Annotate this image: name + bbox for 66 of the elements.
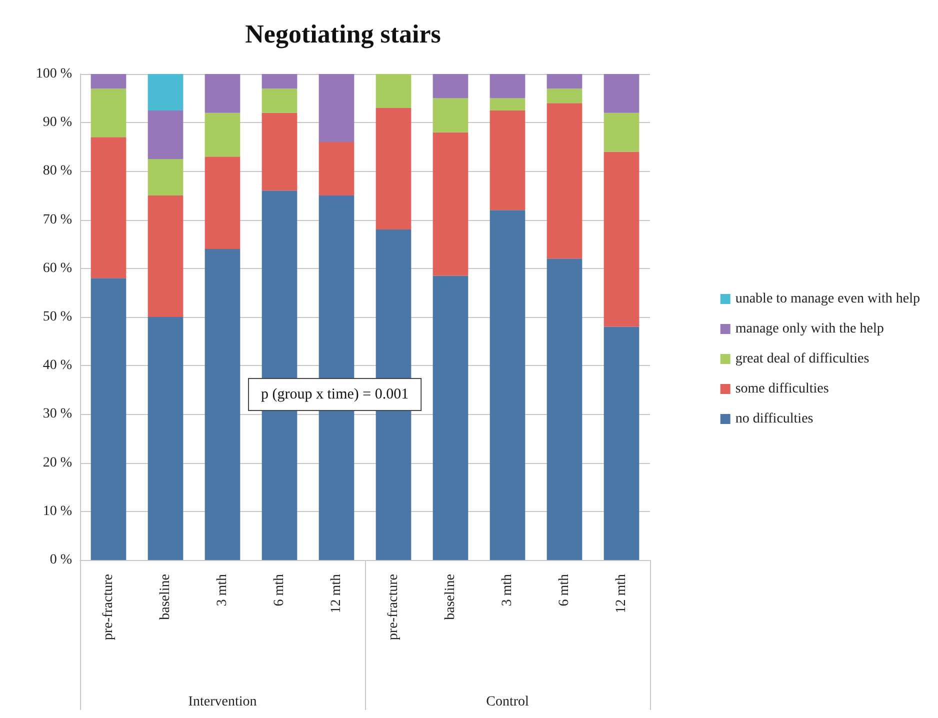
- bar: [148, 110, 184, 160]
- bar: [604, 74, 640, 113]
- legend-label: great deal of difficulties: [735, 352, 870, 366]
- legend-label: unable to manage even with help: [735, 292, 920, 306]
- legend-label: manage only with the help: [735, 322, 884, 336]
- bar: [432, 74, 468, 98]
- bar: [90, 88, 126, 138]
- legend-label: some difficulties: [735, 382, 829, 396]
- y-tick-label: 0 %: [50, 552, 72, 568]
- bar: [546, 258, 582, 560]
- bar: [90, 74, 126, 89]
- bar: [490, 98, 526, 110]
- bar: [262, 112, 298, 191]
- y-tick-label: 40 %: [42, 358, 72, 374]
- bar: [432, 98, 468, 132]
- x-tick-label: 6 mth: [272, 574, 287, 606]
- y-tick-label: 50 %: [42, 310, 72, 324]
- bar: [204, 112, 240, 157]
- bar: [604, 326, 640, 560]
- bar: [604, 112, 640, 152]
- bar: [490, 110, 526, 210]
- bar: [148, 196, 184, 317]
- bar: [90, 137, 126, 278]
- x-tick-label: 6 mth: [557, 574, 572, 606]
- bar: [90, 278, 126, 560]
- bar: [318, 74, 354, 142]
- y-tick-label: 80 %: [42, 164, 72, 179]
- x-tick-label: 12 mth: [614, 574, 629, 614]
- bar: [604, 152, 640, 327]
- bar: [148, 317, 184, 560]
- x-tick-label: baseline: [443, 574, 458, 620]
- bar: [490, 74, 526, 98]
- bar: [318, 142, 354, 196]
- bar: [204, 156, 240, 249]
- annotation: p (group x time) = 0.001: [261, 386, 409, 402]
- bar: [546, 103, 582, 259]
- x-tick-label: baseline: [158, 574, 173, 620]
- x-tick-label: pre-fracture: [386, 574, 401, 640]
- x-tick-label: 3 mth: [215, 574, 230, 606]
- y-tick-label: 60 %: [42, 260, 72, 276]
- legend-label: no difficulties: [735, 412, 814, 426]
- bar: [490, 210, 526, 560]
- bar: [262, 88, 298, 113]
- bar: [432, 132, 468, 276]
- bar: [376, 74, 412, 108]
- bar: [204, 248, 240, 560]
- bar: [546, 88, 582, 104]
- x-tick-label: pre-fracture: [101, 574, 116, 640]
- bar: [204, 74, 240, 113]
- chart-title: Negotiating stairs: [245, 20, 441, 48]
- y-tick-label: 10 %: [42, 504, 72, 519]
- bar: [546, 74, 582, 89]
- text: Intervention: [188, 694, 257, 710]
- y-tick-label: 20 %: [42, 455, 72, 470]
- bar: [262, 74, 298, 89]
- bar: [148, 74, 184, 110]
- y-tick-label: 70 %: [42, 212, 72, 228]
- y-tick-label: 90 %: [42, 115, 72, 130]
- y-tick-label: 30 %: [42, 406, 72, 422]
- x-tick-label: 3 mth: [500, 574, 515, 606]
- y-tick-label: 100 %: [36, 66, 72, 82]
- x-tick-label: 12 mth: [329, 574, 344, 614]
- bar: [376, 108, 412, 230]
- text: Control: [486, 694, 529, 710]
- bar: [148, 159, 184, 196]
- bar: [432, 276, 468, 560]
